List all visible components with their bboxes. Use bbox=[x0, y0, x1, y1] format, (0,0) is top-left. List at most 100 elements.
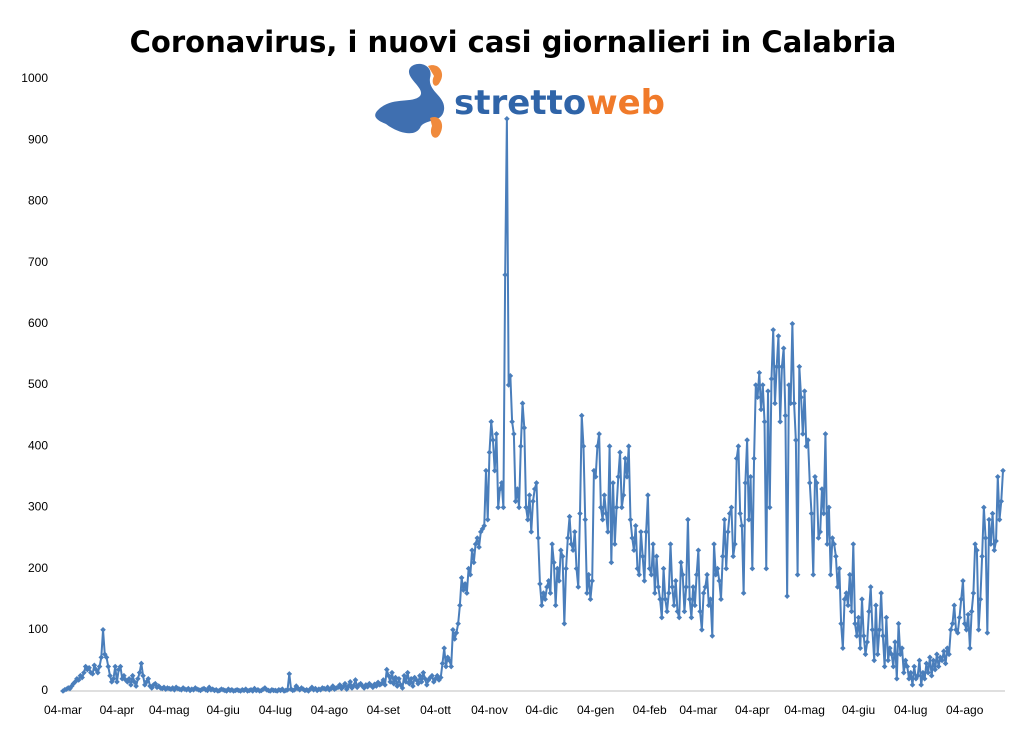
data-point bbox=[850, 541, 857, 547]
data-point bbox=[918, 682, 924, 688]
data-point bbox=[947, 627, 954, 633]
data-point bbox=[122, 677, 129, 683]
logo-text: strettoweb bbox=[454, 83, 665, 123]
data-point bbox=[458, 574, 465, 581]
data-point bbox=[309, 684, 315, 691]
data-point bbox=[147, 683, 153, 689]
data-point bbox=[784, 593, 790, 599]
data-point bbox=[880, 633, 886, 639]
data-point bbox=[641, 578, 648, 584]
logo-shape bbox=[375, 63, 445, 134]
data-point bbox=[554, 565, 561, 572]
data-point bbox=[629, 535, 636, 541]
data-point bbox=[991, 547, 998, 554]
data-point bbox=[117, 663, 124, 670]
data-point bbox=[699, 627, 705, 633]
data-point bbox=[133, 683, 139, 689]
data-point bbox=[860, 633, 867, 639]
data-point bbox=[928, 672, 935, 679]
y-tick-label: 800 bbox=[28, 194, 48, 208]
data-point bbox=[706, 602, 712, 609]
data-point bbox=[60, 688, 66, 694]
data-point bbox=[495, 504, 501, 511]
data-point bbox=[942, 660, 949, 667]
data-point bbox=[293, 683, 300, 689]
data-point bbox=[972, 541, 978, 547]
data-point bbox=[615, 474, 622, 480]
data-point bbox=[342, 680, 348, 687]
data-point bbox=[793, 437, 799, 443]
data-point bbox=[526, 492, 533, 498]
data-point bbox=[500, 504, 507, 511]
data-point bbox=[303, 686, 310, 693]
data-point bbox=[75, 677, 82, 683]
data-point bbox=[667, 541, 674, 547]
data-point bbox=[979, 553, 985, 560]
data-point bbox=[338, 685, 345, 692]
data-point bbox=[805, 437, 811, 443]
data-point bbox=[406, 680, 413, 687]
data-point bbox=[949, 620, 956, 627]
data-point bbox=[540, 590, 547, 596]
data-point bbox=[620, 492, 627, 498]
data-point bbox=[737, 510, 743, 517]
data-point bbox=[817, 529, 824, 535]
data-point bbox=[733, 455, 740, 462]
data-point bbox=[392, 674, 399, 681]
data-point bbox=[726, 510, 733, 517]
data-point bbox=[977, 596, 984, 602]
data-point bbox=[74, 675, 80, 682]
data-point bbox=[121, 672, 127, 679]
data-point bbox=[603, 510, 609, 517]
data-point bbox=[474, 535, 481, 541]
data-point bbox=[800, 431, 806, 437]
data-point bbox=[902, 657, 909, 664]
y-tick-label: 700 bbox=[28, 255, 48, 269]
data-point bbox=[448, 663, 454, 670]
data-point bbox=[994, 474, 1001, 480]
data-point bbox=[709, 633, 716, 639]
data-point bbox=[974, 547, 980, 554]
data-point bbox=[145, 675, 152, 682]
data-point bbox=[161, 684, 167, 691]
data-point bbox=[721, 516, 728, 523]
data-point bbox=[624, 474, 630, 480]
data-point bbox=[606, 443, 613, 449]
x-tick-label: 04-apr bbox=[100, 703, 135, 717]
data-point bbox=[427, 674, 434, 681]
data-point bbox=[864, 639, 871, 645]
logo: strettoweb bbox=[375, 63, 665, 138]
data-point bbox=[516, 504, 522, 511]
data-point bbox=[213, 686, 219, 693]
data-point bbox=[178, 686, 185, 693]
data-point bbox=[326, 686, 333, 693]
data-point bbox=[509, 418, 515, 425]
data-point bbox=[599, 516, 606, 523]
data-point bbox=[394, 683, 401, 689]
data-point bbox=[772, 400, 778, 407]
data-point bbox=[965, 611, 971, 618]
data-point bbox=[446, 657, 453, 664]
data-point bbox=[465, 565, 472, 572]
data-point bbox=[775, 333, 782, 339]
data-point bbox=[415, 680, 421, 687]
data-point bbox=[819, 486, 825, 492]
data-point bbox=[336, 682, 343, 688]
data-point bbox=[690, 584, 696, 590]
data-point bbox=[927, 654, 933, 661]
data-point bbox=[911, 663, 918, 670]
data-point bbox=[528, 529, 535, 535]
data-point bbox=[688, 614, 695, 621]
data-point bbox=[613, 504, 620, 511]
data-point bbox=[498, 480, 505, 486]
logo-part: web bbox=[586, 83, 665, 123]
data-point bbox=[862, 651, 869, 658]
x-tick-label: 04-set bbox=[367, 703, 401, 717]
data-point bbox=[639, 553, 646, 560]
data-point bbox=[136, 669, 143, 676]
data-point bbox=[935, 663, 942, 670]
data-point bbox=[878, 590, 884, 596]
data-point bbox=[439, 660, 446, 667]
data-point bbox=[100, 627, 106, 633]
data-point bbox=[110, 675, 117, 682]
